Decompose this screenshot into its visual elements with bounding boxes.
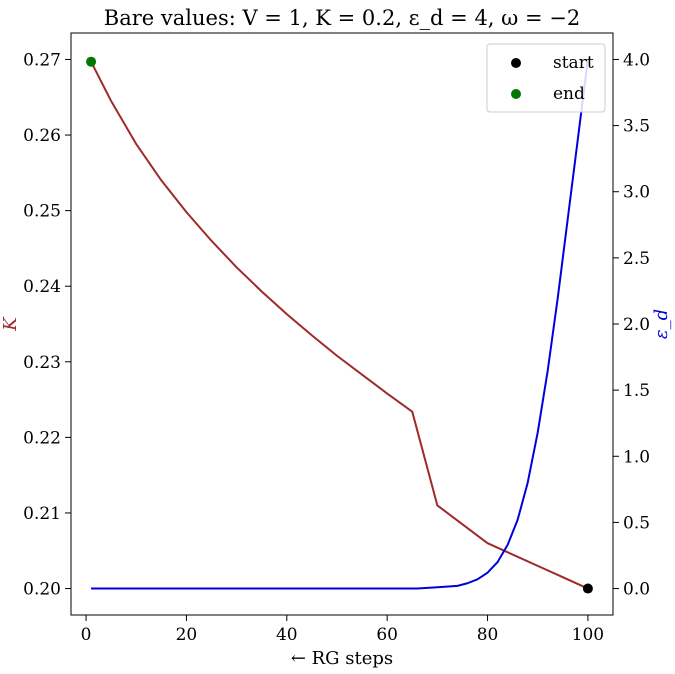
x-tick-label: 80 — [477, 625, 499, 645]
y-left-tick-label: 0.25 — [23, 202, 61, 222]
y-right-tick-label: 1.5 — [623, 381, 650, 401]
legend-start-marker — [511, 58, 521, 68]
y-right-tick-label: 4.0 — [623, 50, 650, 70]
marker-layer — [86, 56, 593, 594]
plot-frame — [70, 32, 614, 616]
legend-end-label: end — [553, 84, 585, 104]
legend: start end — [486, 43, 606, 113]
y-left-tick-label: 0.21 — [23, 504, 61, 524]
y-right-tick-label: 1.0 — [623, 447, 650, 467]
y-axis-right-ticks: 0.0 0.5 1.0 1.5 2.0 2.5 3.0 3.5 4.0 — [613, 50, 650, 600]
legend-start-label: start — [553, 53, 594, 73]
y-left-tick-label: 0.26 — [23, 126, 61, 146]
y-axis-left-label: K — [0, 316, 21, 332]
x-tick-label: 60 — [376, 625, 398, 645]
y-right-tick-label: 2.0 — [623, 315, 650, 335]
y-left-tick-label: 0.20 — [23, 580, 61, 600]
x-axis-ticks: 0 20 40 60 80 100 — [81, 615, 604, 645]
y-right-tick-label: 3.0 — [623, 183, 650, 203]
y-right-tick-label: 0.5 — [623, 513, 650, 533]
x-tick-label: 40 — [276, 625, 298, 645]
y-left-tick-label: 0.23 — [23, 353, 61, 373]
y-axis-left-ticks: 0.20 0.21 0.22 0.23 0.24 0.25 0.26 0.27 — [23, 50, 71, 600]
y-right-tick-label: 3.5 — [623, 117, 650, 137]
epsilon-d-line — [91, 59, 589, 590]
chart-title: Bare values: V = 1, K = 0.2, ε_d = 4, ω … — [104, 6, 580, 30]
x-axis-label: ← RG steps — [291, 648, 393, 669]
x-tick-label: 20 — [176, 625, 198, 645]
y-right-tick-label: 0.0 — [623, 580, 650, 600]
k-line — [90, 61, 589, 590]
y-axis-right-label: ε_d — [651, 309, 672, 339]
series-layer — [90, 59, 589, 590]
y-left-tick-label: 0.27 — [23, 50, 61, 70]
x-tick-label: 100 — [572, 625, 604, 645]
end-point — [86, 56, 97, 67]
legend-end-marker — [511, 89, 521, 99]
y-left-tick-label: 0.24 — [23, 277, 61, 297]
y-right-tick-label: 2.5 — [623, 249, 650, 269]
start-point — [582, 583, 593, 594]
x-tick-label: 0 — [81, 625, 92, 645]
y-left-tick-label: 0.22 — [23, 428, 61, 448]
